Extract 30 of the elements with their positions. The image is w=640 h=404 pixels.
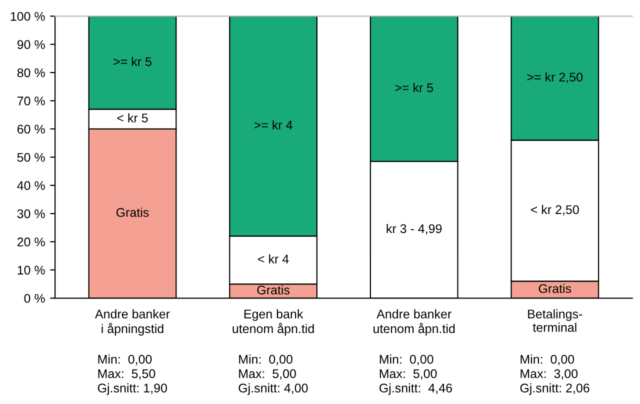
x-tick-label: Betalings- terminal	[528, 309, 582, 332]
x-tick-label: Andre banker utenom åpn.tid	[374, 309, 455, 336]
y-tick-label: 60 %	[17, 124, 45, 134]
x-tick-label: Egen bank utenom åpn.tid	[232, 309, 314, 336]
y-tick-label: 10 %	[18, 266, 45, 275]
y-tick-label: 0 %	[24, 294, 45, 303]
y-tick-label: 20 %	[17, 238, 45, 246]
data-label: >= kr 4	[254, 120, 292, 130]
text: Min: 0,00 Max: 5,00 Gj.snitt: 4,46	[380, 354, 452, 395]
y-tick-label: 50 %	[17, 152, 45, 162]
data-label: Gratis	[257, 285, 290, 294]
y-tick-label: 100 %	[10, 12, 45, 21]
text: Min: 0,00 Max: 3,00 Gj.snitt: 2,06	[520, 354, 590, 395]
y-tick-label: 80 %	[17, 68, 45, 78]
x-tick-label: Andre banker i åpningstid	[94, 309, 170, 336]
y-tick-label: 30 %	[17, 209, 45, 218]
data-label: >= kr 5	[114, 56, 152, 66]
text: Min: 0,00 Max: 5,00 Gj.snitt: 4,00	[238, 354, 308, 395]
y-tick-label: 90 %	[17, 40, 45, 50]
data-label: < kr 4	[258, 254, 289, 264]
data-label: >= kr 2,50	[527, 72, 583, 84]
y-tick-label: 70 %	[17, 96, 45, 106]
text: Min: 0,00 Max: 5,50 Gj.snitt: 1,90	[98, 354, 167, 395]
data-label: >= kr 5	[395, 82, 434, 92]
data-label: Gratis	[116, 208, 149, 217]
y-tick-label: 40 %	[17, 181, 45, 190]
data-label: Gratis	[538, 284, 572, 294]
data-label: < kr 2,50	[531, 204, 579, 216]
data-label: kr 3 - 4,99	[386, 224, 442, 235]
data-label: < kr 5	[117, 113, 148, 122]
